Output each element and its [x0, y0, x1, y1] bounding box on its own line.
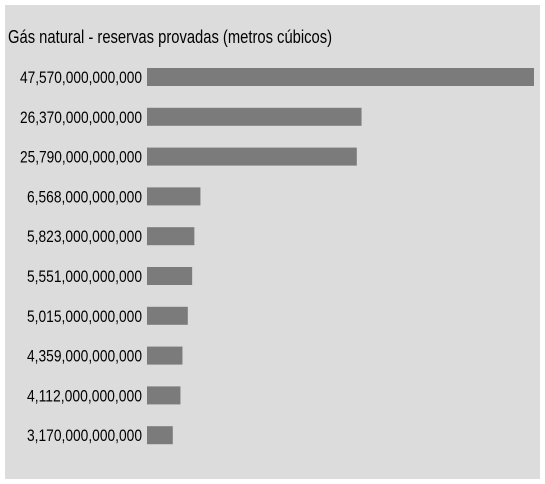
bar	[147, 68, 534, 86]
bar	[147, 227, 195, 246]
bar	[147, 306, 188, 325]
bar	[147, 267, 193, 285]
bar-label: 25,790,000,000,000	[20, 148, 142, 167]
bar-label: 3,170,000,000,000	[27, 426, 142, 445]
bar	[147, 187, 201, 206]
bar	[147, 346, 183, 365]
bar-label: 6,568,000,000,000	[27, 187, 142, 206]
bar-label: 5,551,000,000,000	[27, 267, 142, 286]
chart-title: Gás natural - reservas provadas (metros …	[8, 27, 333, 47]
bar	[147, 147, 357, 166]
bar-label: 26,370,000,000,000	[20, 108, 142, 127]
bar-label: 5,823,000,000,000	[27, 227, 142, 246]
bar-label: 4,112,000,000,000	[27, 386, 142, 405]
bar	[147, 386, 181, 405]
bar-label: 5,015,000,000,000	[27, 307, 142, 326]
bar	[147, 107, 362, 126]
bar-label: 4,359,000,000,000	[27, 347, 142, 366]
bar-label: 47,570,000,000,000	[20, 68, 142, 87]
bar	[147, 426, 173, 445]
